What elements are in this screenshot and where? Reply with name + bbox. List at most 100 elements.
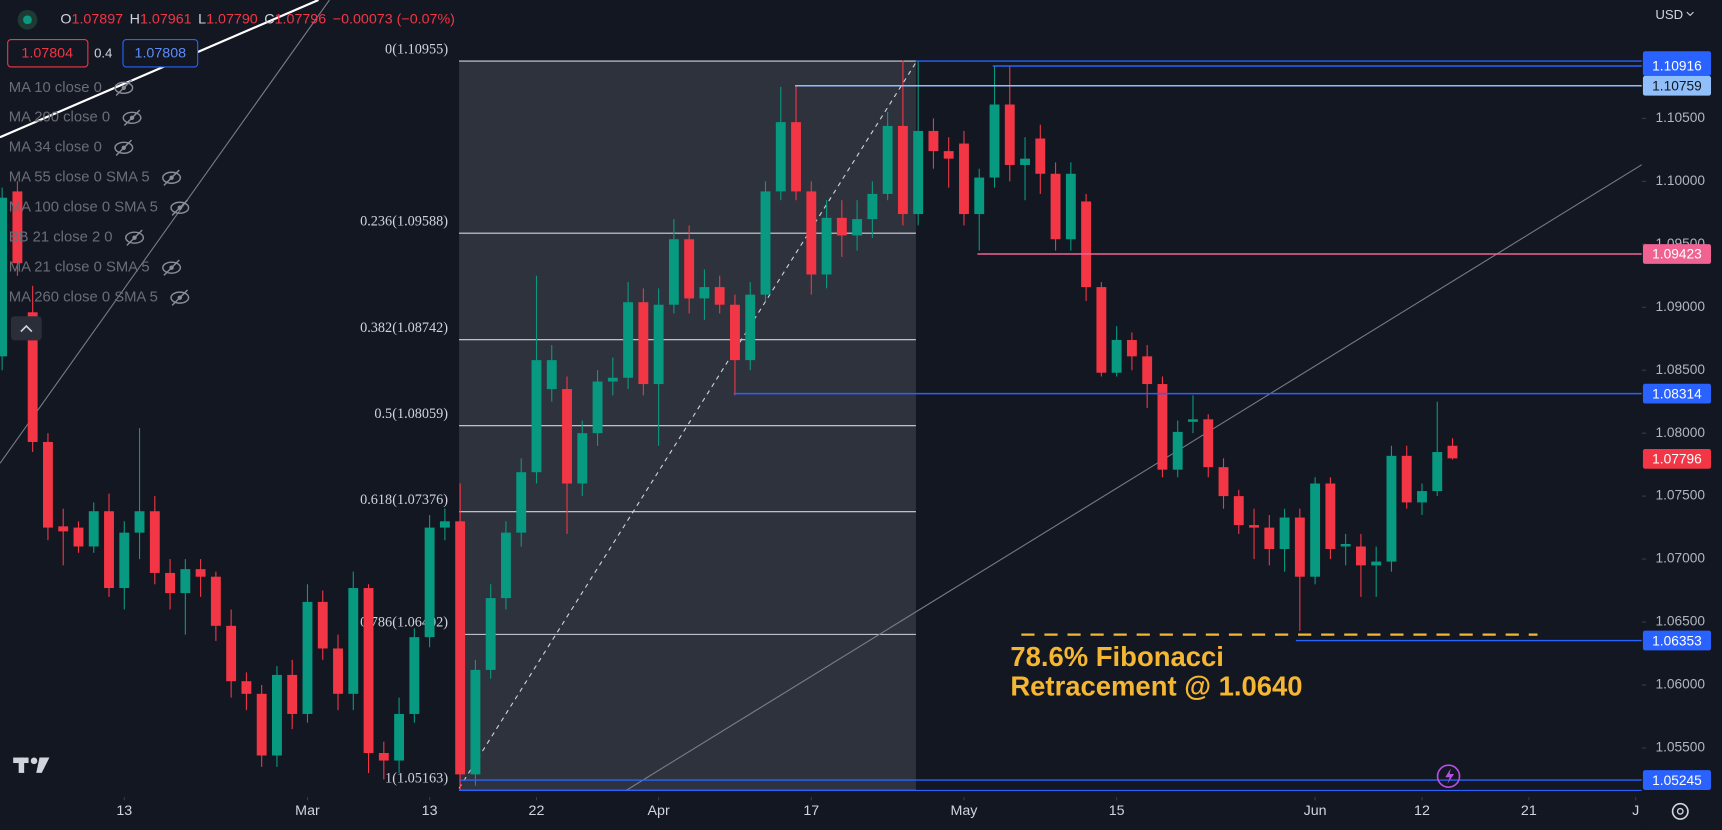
logo: [13, 757, 50, 773]
candle-body: [1386, 455, 1397, 562]
candle-body: [287, 674, 298, 714]
fib-label: 0.5(1.08059): [374, 406, 448, 422]
candle-body: [1310, 483, 1321, 577]
collapse-caret: [20, 324, 33, 333]
candle-body: [1401, 455, 1412, 503]
settings-icon[interactable]: [1671, 802, 1689, 820]
hidden-eye-slash: [115, 79, 133, 97]
price-label-box: [1642, 383, 1712, 404]
indicator[interactable]: MA 100 close 0 SMA 5: [9, 200, 158, 216]
bid-box[interactable]: [7, 38, 89, 68]
candle-body: [638, 302, 649, 385]
candle-body: [195, 569, 206, 577]
candle-body: [668, 239, 679, 305]
ohlc-key: C: [264, 12, 274, 28]
candle-body: [302, 601, 313, 714]
ask-box[interactable]: [122, 38, 199, 68]
currency[interactable]: USD: [1655, 7, 1683, 22]
indicator[interactable]: MA 34 close 0: [9, 140, 102, 156]
candle-body: [317, 601, 328, 649]
candle-body: [1417, 491, 1427, 503]
candle-body: [226, 625, 237, 682]
candle-body: [455, 521, 466, 775]
candle-body: [1447, 445, 1458, 459]
candle-body: [562, 389, 572, 484]
candle-body: [623, 302, 634, 378]
fib-connector: [458, 62, 917, 789]
settings-icon-core: [1676, 807, 1684, 815]
candle-body: [58, 526, 69, 532]
hidden-eye-slash: [163, 259, 180, 276]
x-tick-label: 21: [1521, 803, 1537, 819]
hidden-eye[interactable]: [170, 291, 190, 304]
candle-body: [1065, 173, 1076, 240]
hidden-eye[interactable]: [125, 231, 145, 244]
candle-body: [546, 360, 557, 390]
overlay: O1.07897 H1.07961 L1.07790 C1.07796 −0.00073…: [7, 12, 455, 341]
indicator[interactable]: MA 55 close 0 SMA 5: [9, 170, 150, 186]
hidden-eye[interactable]: [114, 81, 134, 95]
candle-body: [531, 360, 542, 473]
candle-body: [1126, 339, 1137, 357]
candle-body: [363, 588, 374, 753]
ohlc-key: L: [198, 12, 206, 28]
logo-part: [18, 757, 25, 773]
price-label-box: [1642, 244, 1712, 264]
candle-body: [882, 125, 893, 194]
candle-body: [119, 532, 130, 589]
trend-line: [0, 0, 330, 464]
candle-body: [1142, 356, 1153, 385]
hidden-eye[interactable]: [114, 141, 134, 154]
candle-body: [88, 511, 99, 547]
candle-body: [1020, 158, 1030, 165]
fib-label: 0.236(1.09588): [360, 214, 448, 230]
indicator[interactable]: BB 21 close 2 0: [9, 230, 113, 246]
price-label-box: [1642, 630, 1712, 651]
logo-part: [36, 757, 50, 773]
candle-body: [1218, 467, 1229, 497]
ohlc-value: 1.07796: [275, 12, 327, 28]
ohlc-value: 1.07961: [140, 12, 192, 28]
candle-body: [165, 572, 176, 594]
candle-body: [42, 441, 53, 528]
indicator[interactable]: MA 21 close 0 SMA 5: [9, 260, 150, 276]
hidden-eye[interactable]: [170, 201, 190, 214]
hidden-eye-slash: [123, 109, 141, 126]
hidden-eye[interactable]: [162, 171, 182, 184]
alert-icon[interactable]: [1436, 764, 1461, 789]
ask[interactable]: 1.07808: [135, 46, 187, 62]
indicator[interactable]: MA 10 close 0: [9, 80, 102, 96]
y-tick-label: 1.05500: [1655, 740, 1705, 755]
price-label: 1.08314: [1652, 386, 1702, 401]
ohlc-value: 1.07790: [206, 12, 258, 28]
candle-body: [1203, 419, 1214, 468]
hidden-eye-slash: [163, 169, 180, 186]
candle-body: [989, 104, 1000, 178]
annotation: Retracement @ 1.0640: [1010, 671, 1302, 702]
candle-body: [1004, 104, 1015, 165]
indicator[interactable]: MA 200 close 0: [9, 110, 110, 126]
candle-body: [0, 197, 8, 357]
candle-body: [1371, 561, 1382, 566]
candle-body: [592, 381, 603, 434]
hidden-eye[interactable]: [162, 261, 182, 274]
axes: 1.105001.100001.095001.090001.085001.080…: [116, 51, 1712, 819]
ohlc-header: O1.07897 H1.07961 L1.07790 C1.07796 −0.00073…: [60, 12, 455, 28]
hidden-eye[interactable]: [122, 111, 142, 125]
x-tick-label: May: [950, 803, 978, 819]
x-tick-label: 22: [529, 803, 545, 819]
candle-body: [501, 532, 511, 599]
candle-body: [1188, 419, 1198, 422]
bid[interactable]: 1.07804: [21, 46, 73, 62]
candle-body: [470, 669, 481, 775]
price-label: 1.05245: [1652, 773, 1702, 788]
x-tick-label: 15: [1109, 803, 1125, 819]
candle-body: [256, 693, 267, 756]
candle-body: [12, 191, 23, 264]
indicator[interactable]: MA 260 close 0 SMA 5: [9, 290, 158, 306]
fib-label: 0(1.10955): [385, 41, 448, 57]
candle-body: [745, 294, 756, 361]
collapse-button[interactable]: [10, 316, 42, 341]
candle-body: [348, 588, 359, 694]
